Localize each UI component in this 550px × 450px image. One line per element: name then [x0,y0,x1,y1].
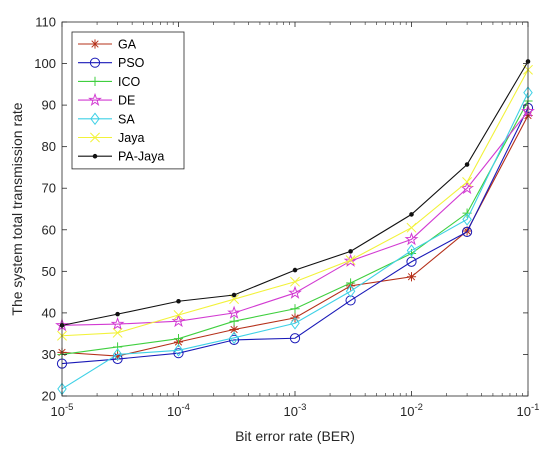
data-point [112,348,123,361]
data-point [462,213,472,226]
data-point [115,311,120,317]
series-pa-jaya [59,59,531,328]
series-sa [57,86,533,396]
y-tick-label: 70 [42,181,56,196]
data-point [464,162,470,167]
y-tick-label: 100 [34,56,56,71]
legend-label: PA-Jaya [118,150,164,164]
x-tick-label: 10-3 [284,402,307,419]
data-point [112,342,123,352]
x-tick-label: 10-2 [400,402,423,419]
series-line [61,92,529,390]
data-point [462,177,473,187]
y-tick-label: 30 [42,347,56,362]
data-point [173,348,184,359]
x-axis-label: Bit error rate (BER) [235,428,355,444]
data-point [173,310,184,320]
legend-item: DE [78,92,135,108]
data-point [406,272,417,282]
legend-marker [90,76,100,86]
legend-item: ICO [78,75,141,89]
data-point [112,351,123,361]
x-tick-label: 10-1 [517,402,540,419]
legend-marker [90,112,100,126]
data-point [228,334,240,345]
data-point [229,331,239,345]
data-point [292,267,298,273]
series-line [61,110,529,326]
y-tick-label: 20 [42,389,56,404]
legend-label: ICO [118,75,141,89]
data-point [231,292,237,298]
data-point [176,298,181,304]
data-point [173,343,184,357]
legend-marker [88,92,102,106]
legend-item: GA [78,38,137,52]
data-point [290,304,300,314]
legend-label: DE [118,94,135,108]
x-tick-label: 10-5 [51,402,74,419]
y-tick-label: 110 [35,15,56,30]
legend-item: PSO [78,56,145,70]
data-point [404,232,419,246]
data-point [345,255,356,266]
data-point [406,244,417,257]
data-point [227,305,241,319]
series-jaya [57,64,533,341]
data-point [290,276,300,287]
data-point [229,316,239,326]
data-point [110,316,125,330]
data-point [343,253,358,267]
legend-item: SA [78,112,135,126]
data-point [112,327,123,338]
data-point [406,222,417,233]
legend: GA PSO ICO DE SA Jaya PA-Jaya [71,31,185,170]
data-point [289,333,301,344]
y-axis: 20 30 40 50 60 70 80 90 100 110 [34,15,528,404]
data-point [173,334,184,344]
y-axis-label: The system total transmission rate [9,102,25,315]
data-point [345,284,356,298]
legend-label: Jaya [118,131,144,145]
data-point [345,295,356,306]
y-tick-label: 60 [42,222,56,237]
legend-label: PSO [118,56,145,70]
series-layer [55,59,535,396]
legend-marker [90,39,100,49]
data-point [288,285,302,299]
data-point [348,249,353,254]
series-line [61,107,529,365]
data-point [409,212,414,217]
legend-label: GA [118,38,137,52]
y-tick-label: 80 [42,139,56,154]
x-axis: 10-5 10-4 10-3 10-2 10-1 [51,22,540,419]
legend-label: SA [118,112,135,126]
data-point [461,226,473,237]
legend-item: Jaya [78,131,144,145]
legend-marker [92,153,98,159]
data-point [290,316,300,330]
y-tick-label: 50 [42,264,56,279]
x-tick-label: 10-4 [167,402,190,419]
legend-item: PA-Jaya [78,150,164,164]
data-point [229,324,239,335]
y-tick-label: 40 [42,305,56,320]
legend-marker [90,132,100,143]
data-point [229,294,240,305]
legend-marker [89,57,101,68]
y-tick-label: 90 [42,98,56,113]
